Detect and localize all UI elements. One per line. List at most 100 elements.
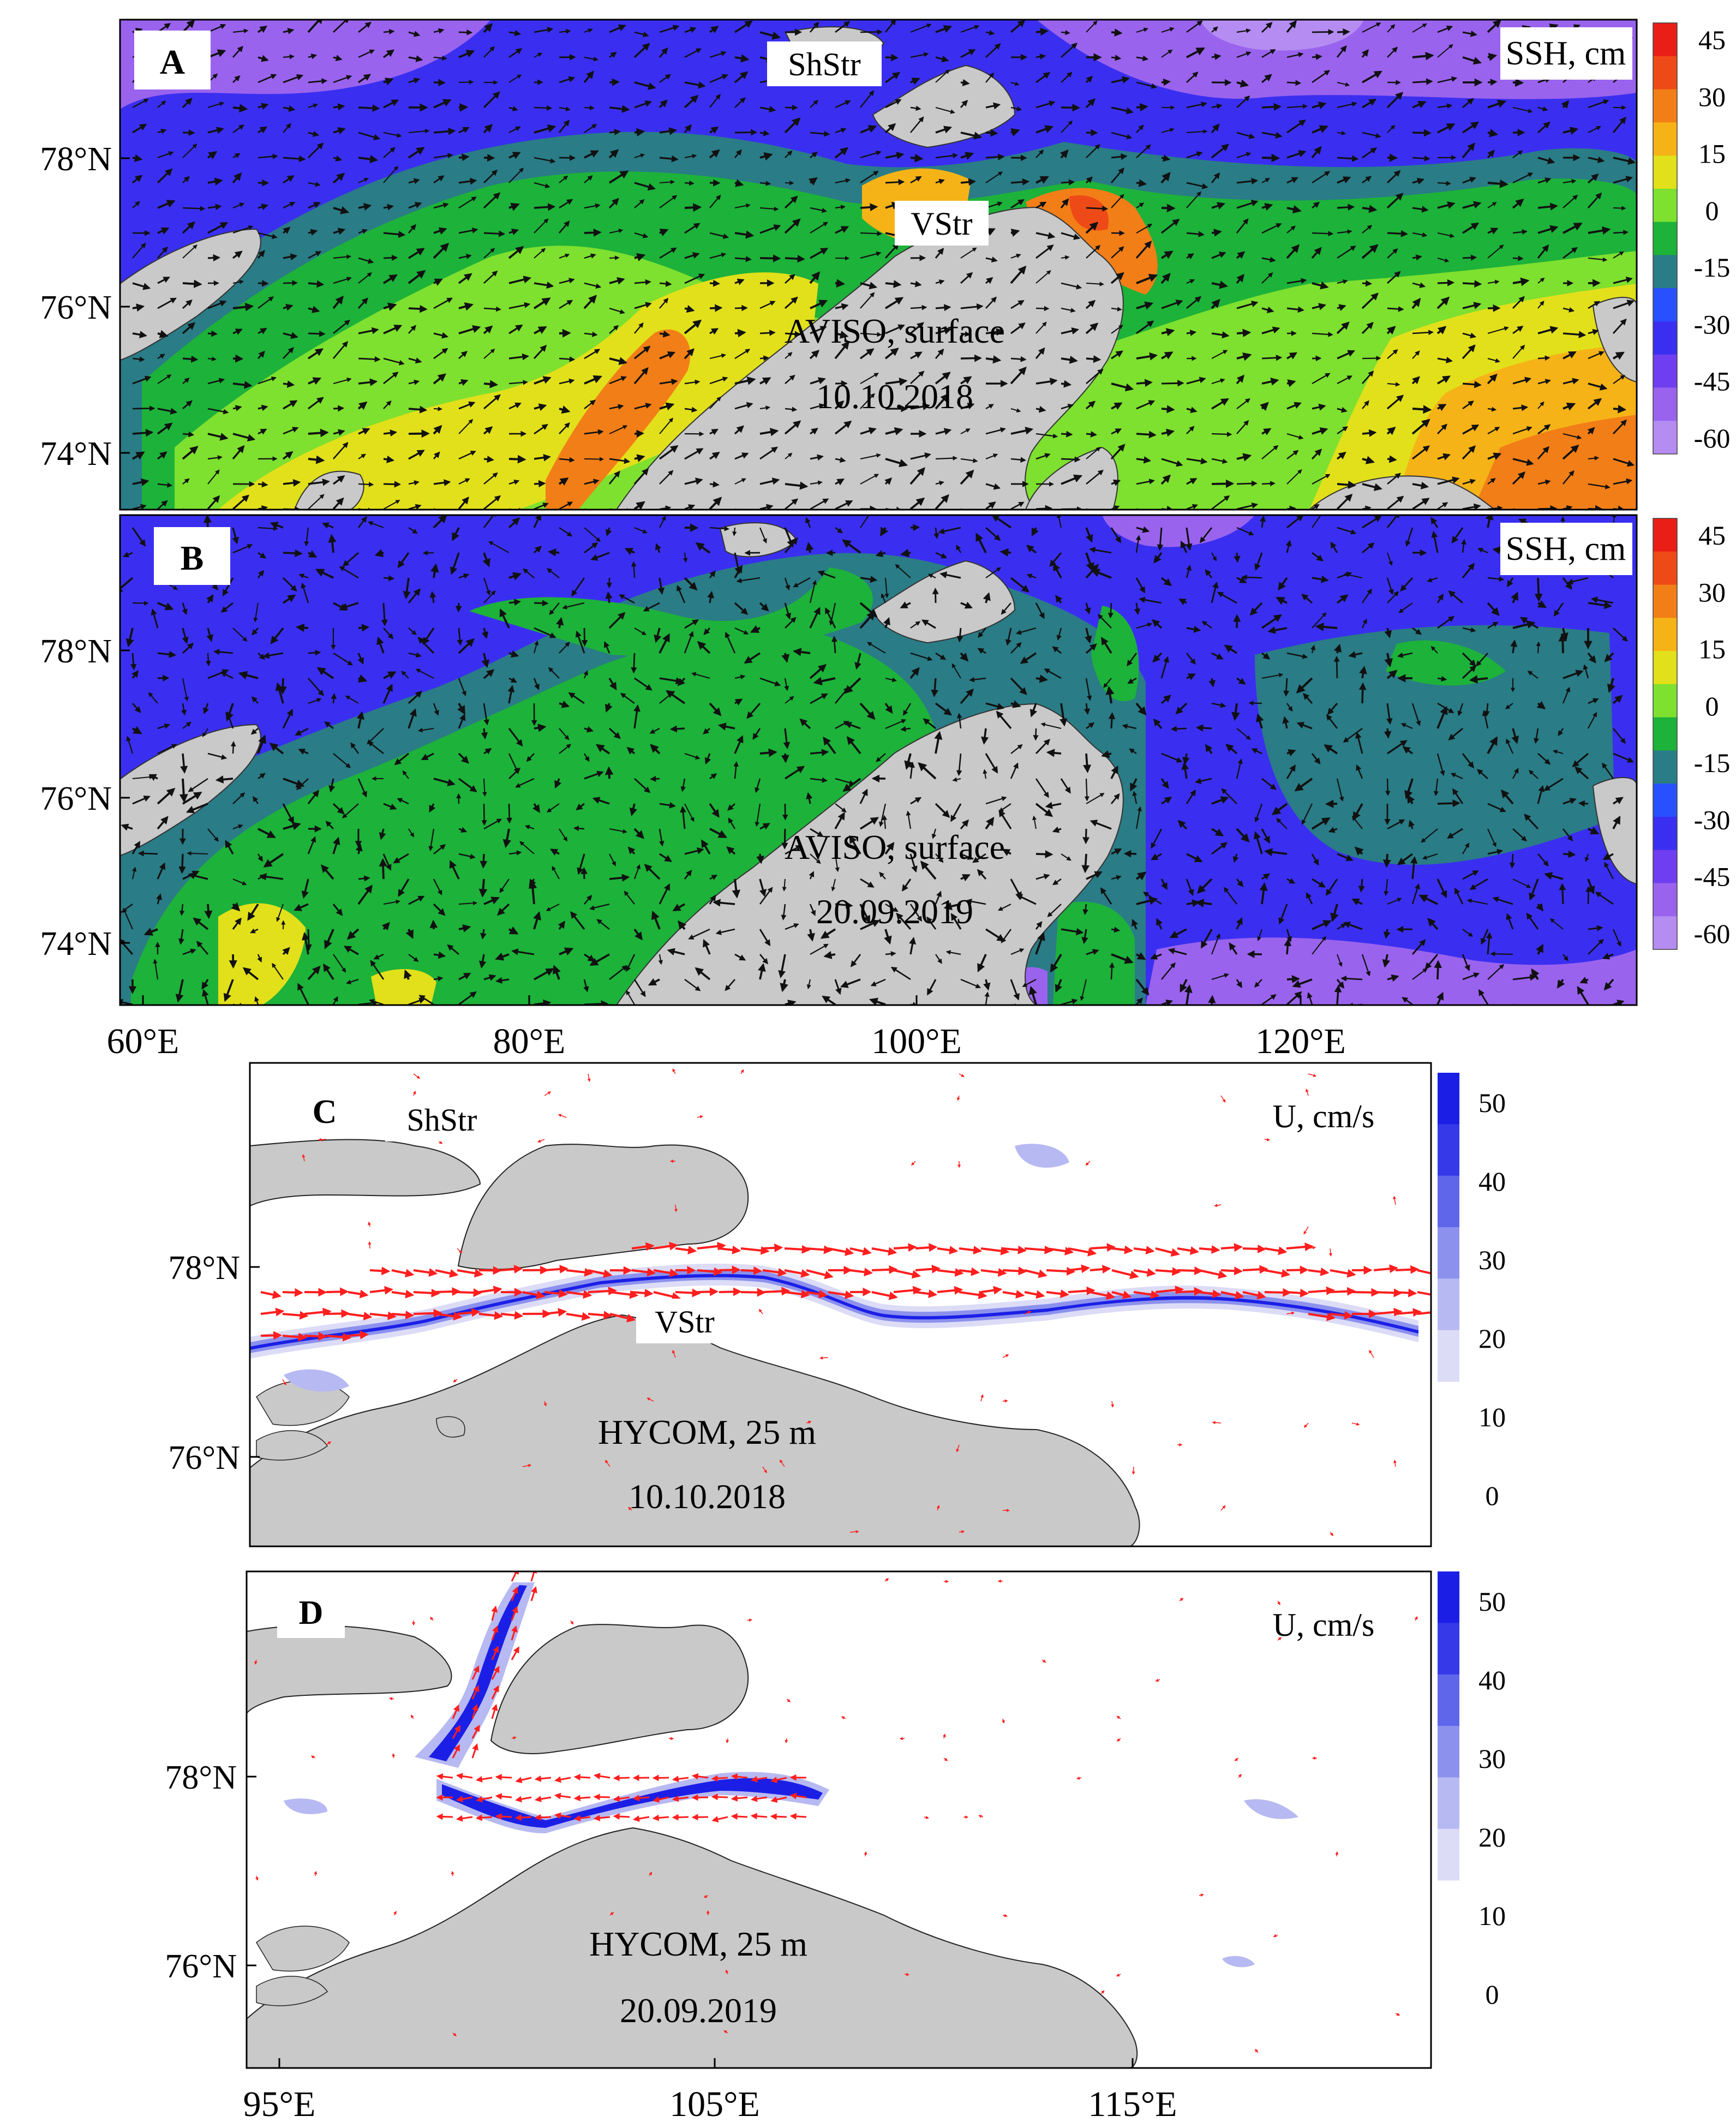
- surface-current-arrow: [282, 226, 291, 234]
- surface-current-arrow: [1236, 28, 1251, 33]
- lat-label-a-2: 74°N: [40, 435, 112, 473]
- colorbar-d-tick-4: 10: [1478, 1900, 1506, 1931]
- surface-current-arrow: [583, 70, 594, 83]
- surface-current-arrow: [383, 204, 394, 211]
- surface-current-arrow: [659, 25, 680, 33]
- surface-current-arrow: [408, 270, 426, 284]
- surface-current-arrow: [1362, 131, 1381, 139]
- lat-label-a-0: 78°N: [40, 141, 112, 178]
- surface-current-arrow: [1161, 380, 1184, 387]
- surface-current-arrow: [1312, 53, 1322, 61]
- surface-current-arrow: [308, 280, 325, 288]
- surface-current-arrow: [1010, 356, 1027, 362]
- surface-current-arrow: [1412, 206, 1429, 213]
- surface-current-arrow: [187, 851, 208, 856]
- surface-current-arrow: [734, 54, 750, 63]
- surface-current-arrow: [383, 231, 406, 238]
- surface-current-arrow: [333, 405, 345, 412]
- surface-current-arrow: [1588, 99, 1609, 109]
- surface-current-arrow: [756, 853, 764, 864]
- surface-current-arrow: [683, 1004, 686, 1005]
- surface-current-arrow: [483, 270, 498, 284]
- surface-current-arrow: [258, 481, 268, 488]
- surface-current-arrow: [283, 253, 298, 261]
- depth-current-arrow: [770, 1813, 787, 1820]
- surface-current-arrow: [659, 47, 668, 58]
- surface-current-arrow: [1337, 101, 1357, 109]
- surface-current-arrow: [232, 104, 248, 113]
- surface-current-arrow: [1559, 883, 1566, 905]
- surface-current-arrow: [1108, 602, 1114, 619]
- colorbar-c-swatch: [1438, 1073, 1459, 1125]
- surface-current-arrow: [182, 206, 206, 212]
- surface-current-arrow: [1358, 878, 1365, 893]
- depth-current-arrow: [740, 1288, 766, 1297]
- surface-current-arrow: [1186, 231, 1205, 237]
- colorbar-d-swatch: [1438, 1726, 1459, 1778]
- panel-a-title-source: AVISO, surface: [785, 312, 1005, 350]
- surface-current-arrow: [433, 202, 449, 209]
- panel-b-label: B: [181, 539, 204, 577]
- surface-current-arrow: [709, 149, 720, 159]
- surface-current-arrow: [1061, 71, 1073, 83]
- surface-current-arrow: [1462, 98, 1474, 109]
- depth-current-arrow: [495, 1813, 512, 1820]
- surface-current-arrow: [1195, 724, 1212, 732]
- surface-current-arrow: [1236, 200, 1259, 209]
- surface-current-arrow: [433, 79, 446, 87]
- surface-current-arrow: [534, 248, 546, 259]
- surface-current-arrow: [508, 74, 522, 83]
- surface-current-arrow: [1081, 853, 1090, 874]
- surface-current-arrow: [1312, 171, 1331, 184]
- depth-current-arrow: [304, 1332, 327, 1341]
- surface-current-arrow: [433, 242, 450, 259]
- surface-current-arrow: [483, 456, 494, 463]
- surface-current-arrow: [157, 227, 170, 235]
- surface-current-arrow: [634, 100, 653, 109]
- surface-current-arrow: [734, 20, 753, 33]
- surface-current-arrow: [884, 123, 896, 134]
- surface-current-arrow: [1336, 45, 1347, 58]
- surface-current-arrow: [258, 153, 278, 159]
- panel-a-map: [120, 20, 1637, 510]
- surface-current-arrow: [1562, 1004, 1564, 1005]
- panel-a: A ShStr VStr AVISO, surface 10.10.2018 S…: [40, 19, 1730, 511]
- surface-current-arrow: [132, 405, 155, 411]
- surface-current-arrow: [558, 119, 570, 133]
- surface-current-arrow: [1487, 202, 1497, 208]
- surface-current-arrow: [232, 250, 243, 259]
- colorbar-c-swatch: [1438, 1175, 1459, 1228]
- surface-current-arrow: [283, 201, 296, 209]
- surface-current-arrow: [1136, 202, 1145, 208]
- surface-current-arrow: [458, 227, 478, 234]
- surface-current-arrow: [1412, 78, 1433, 85]
- surface-current-arrow: [1337, 229, 1352, 235]
- surface-current-arrow: [296, 623, 309, 632]
- surface-current-arrow: [207, 101, 225, 109]
- surface-current-arrow: [1362, 70, 1382, 83]
- surface-current-arrow: [207, 204, 222, 211]
- surface-current-arrow: [1362, 22, 1381, 33]
- surface-current-arrow: [1587, 173, 1599, 184]
- surface-current-arrow: [1563, 194, 1578, 208]
- surface-current-arrow: [1186, 253, 1194, 260]
- surface-current-arrow: [132, 282, 151, 290]
- surface-current-arrow: [659, 195, 678, 208]
- surface-current-arrow: [659, 155, 679, 163]
- panel-d-title-date: 20.09.2019: [620, 1991, 777, 2030]
- colorbar-a-swatch: [1653, 387, 1677, 421]
- surface-current-arrow: [584, 253, 596, 259]
- surface-current-arrow: [1362, 429, 1377, 437]
- surface-current-arrow: [1588, 226, 1611, 235]
- surface-current-arrow: [1010, 178, 1030, 186]
- panel-d-lat-labels: 78°N 76°N: [165, 1759, 256, 1985]
- surface-current-arrow: [1261, 203, 1273, 211]
- surface-current-arrow: [634, 81, 656, 90]
- surface-current-arrow: [559, 199, 573, 209]
- surface-current-arrow: [684, 94, 699, 109]
- surface-current-arrow: [785, 255, 805, 263]
- lat-label-b-1: 76°N: [40, 780, 112, 817]
- surface-current-arrow: [1186, 47, 1205, 58]
- panel-b-colorbar: 45 30 15 0 -15 -30 -45 -60: [1653, 518, 1730, 950]
- surface-current-arrow: [1537, 244, 1549, 259]
